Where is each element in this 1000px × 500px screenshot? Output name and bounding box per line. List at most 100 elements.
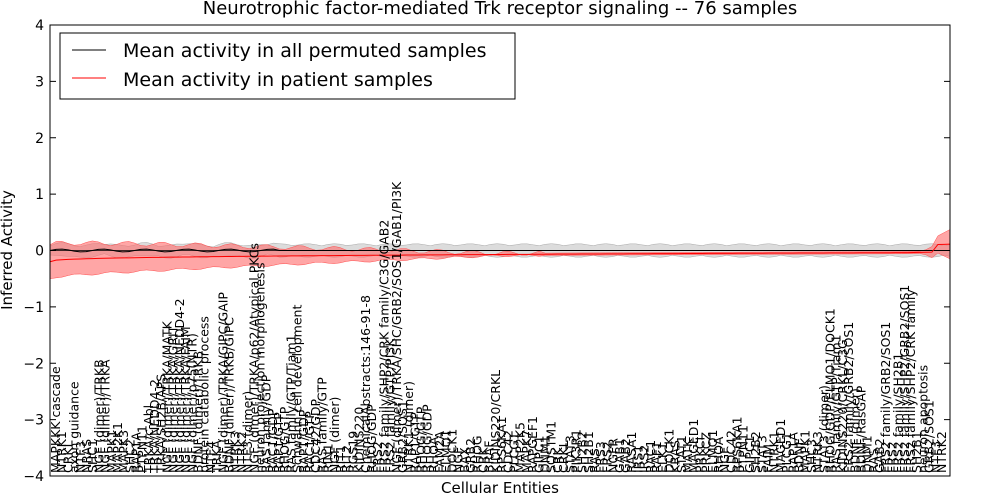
entity-label: NGF (717, 447, 732, 473)
entity-label: NGF (dimer)/TRKA/p62/Atypical PKCs (246, 243, 261, 473)
entity-label: RIT2 (339, 445, 354, 473)
entity-label: GAB2 (872, 438, 887, 473)
entity-label: NGF (dimer)/TRKA/NEDD4-2 (172, 298, 187, 473)
entity-label: RAP1A (785, 432, 800, 473)
entity-label: FRS2 family/SH2B1 (891, 353, 906, 473)
entity-label: RASA1 (624, 432, 639, 473)
entity-label: FRS2 (884, 441, 899, 473)
entity-label: NTRK2 (234, 431, 249, 473)
entity-label: TRKA/NEDD4-2 (147, 379, 162, 474)
entity-label: SHC2 (122, 439, 137, 473)
entity-label: MATK (680, 438, 695, 473)
entity-label: ELMO1 (705, 430, 720, 473)
entity-label: IRS1 (630, 445, 645, 473)
entity-label: FRS2 family/GRB2/SOS1 (878, 322, 893, 473)
entity-label: GAB2 (618, 438, 633, 473)
entity-label: NGF (dimer)/TRKA/MATK (160, 320, 175, 473)
entity-label: RHOG (469, 435, 484, 473)
entity-label: NGF (dimer)/TRKB (91, 359, 106, 473)
entity-label: PTPN11 (135, 425, 150, 473)
entity-label: CRK (550, 447, 565, 473)
entity-label: FRS2 family/SHP2/GRB2/SOS1 (897, 285, 912, 473)
entity-label: BDNF (dimer)/TRKB/GIPC (222, 317, 237, 473)
entity-label: FRS3 (593, 441, 608, 473)
entity-label: MAP2K1 (110, 422, 125, 473)
entity-label: SH2B1 (909, 431, 924, 473)
entity-label: NGF (dimer)/TRKA/SHC/GRB2/SOS1/GAB1/PI3K (389, 181, 404, 473)
entity-label: NTF3 (73, 441, 88, 473)
entity-label: GIPC1 (531, 435, 546, 473)
entity-label: NGF (451, 447, 466, 473)
y-axis: −4 −3 −2 −1 0 1 2 3 4 (23, 18, 950, 485)
entity-label: NTF4 (203, 441, 218, 473)
entity-label: MAP2K5 (513, 422, 528, 473)
entity-label: MAPK1 (798, 430, 813, 473)
entity-label: protein catabolic process (197, 316, 212, 473)
entity-label: RAP1A (129, 432, 144, 473)
entity-label: KIDINS220/CRKL (488, 370, 503, 473)
entity-label: PTPN11 (736, 425, 751, 473)
entity-label: GAB1 (612, 438, 627, 473)
entity-label: FRS2 family/SHP2/CRK family/C3G/GAB2 (376, 220, 391, 473)
entity-label: FRS2 (370, 441, 385, 473)
y-tick-label: 2 (35, 131, 44, 147)
entity-label: CDC42/GDP (308, 398, 323, 473)
entity-label: DNM1 (538, 435, 553, 473)
y-tick-label: 4 (35, 18, 44, 34)
patient-mean-line (49, 243, 951, 263)
entity-label: neuron projection morphogenesis (253, 262, 268, 473)
entity-label: RAP1/GDP (296, 409, 311, 473)
entity-label: DOCK1 (661, 429, 676, 473)
entity-label: ELMO1 (438, 430, 453, 473)
legend: Mean activity in all permuted samples Me… (59, 32, 516, 100)
entity-label: RHOG/GDP (364, 404, 379, 473)
entity-label: NRAS (79, 439, 94, 473)
entity-label: CRK (476, 447, 491, 473)
entity-label: MAPK1 (104, 430, 119, 473)
entity-label: GRB2/SOS1 (922, 400, 937, 473)
entity-label: BDNF (dimer) (847, 388, 862, 473)
entity-label: NGF (dimer) (327, 397, 342, 473)
entity-label: TRKA/c-Abl (141, 405, 156, 474)
entity-label: FRS2 family/GRB2/SOS1 (841, 322, 856, 473)
entity-label: NTRK1 (dimer) (401, 381, 416, 473)
y-tick-label: −3 (23, 413, 44, 429)
entity-label: RPS6KA1 (730, 416, 745, 473)
entity-label: Schwann cell development (290, 305, 305, 473)
entity-label: GRB2/SOS1 (395, 400, 410, 473)
entity-label: PRKCZ (699, 432, 714, 473)
legend-box (59, 32, 516, 100)
entity-label: DNM1 (860, 435, 875, 473)
entity-label: NGFR (606, 438, 621, 473)
entity-label: NGF (dimer)/TRKA (98, 359, 113, 473)
entity-label: neuron apoptosis (915, 365, 930, 473)
entity-label: SQSTM1 (544, 421, 559, 473)
entity-label: RAPGEF1 (525, 416, 540, 473)
entity-label: BAX (457, 447, 472, 473)
entity-label: NTRK3 (228, 431, 243, 473)
y-tick-label: 0 (35, 244, 44, 260)
entity-label: GIPC1 (742, 435, 757, 473)
entity-label: RAS family/GTP/Tiam1 (283, 334, 298, 473)
entity-label: NTRK3 (810, 431, 825, 473)
entity-label: STAT3 (562, 435, 577, 473)
entity-label: CDC42 (500, 430, 515, 473)
entity-label: BDNF (792, 438, 807, 473)
entity-label: RAC1/GDP (265, 408, 280, 473)
entity-label: RAS (587, 448, 602, 473)
entity-label: DOCK1 (445, 429, 460, 473)
legend-label-permuted: Mean activity in all permuted samples (123, 40, 486, 62)
entity-label: RHOG/GDP/ELMO1/DOCK1 (823, 308, 838, 473)
entity-label: PRKCI (692, 437, 707, 473)
entity-label: FAM2A (432, 431, 447, 473)
permuted-mean-line (49, 248, 950, 253)
entity-label: RGS19 (345, 431, 360, 473)
entity-label: PLCG1 (779, 432, 794, 473)
chart-title: Neurotrophic factor-mediated Trk recepto… (203, 0, 797, 19)
entity-label: CRKL (556, 440, 571, 473)
entity-label: FRS2 (599, 441, 614, 473)
entity-label: RHOA (711, 436, 726, 473)
entity-label: RHOG/GTP (277, 406, 292, 473)
